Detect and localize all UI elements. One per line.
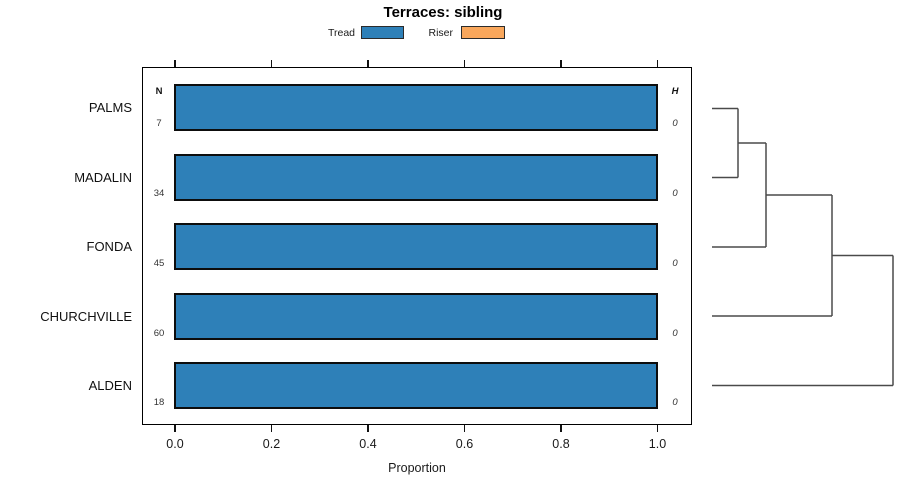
bar: [174, 154, 658, 201]
n-column-header: N: [155, 86, 163, 97]
x-tick-label: 0.4: [359, 437, 377, 451]
x-axis-top-tick: [270, 60, 273, 67]
dendrogram-links: [712, 107, 894, 387]
bar: [174, 223, 658, 270]
h-column-header: H: [671, 86, 679, 97]
category-label-palms: PALMS: [88, 100, 132, 115]
x-axis-tick: [270, 425, 273, 432]
n-value: 7: [156, 118, 162, 129]
x-tick-label: 0.8: [552, 437, 570, 451]
h-value: 0: [672, 118, 678, 129]
n-value: 45: [153, 258, 165, 269]
bar: [174, 84, 658, 131]
category-label-churchville: CHURCHVILLE: [40, 309, 132, 324]
category-label-alden: ALDEN: [88, 378, 132, 393]
category-label-fonda: FONDA: [86, 239, 133, 254]
x-axis-tick: [463, 425, 466, 432]
legend-label-tread: Tread: [327, 27, 355, 39]
dendrogram: [712, 107, 894, 387]
x-axis-label: Proportion: [388, 461, 446, 475]
x-tick-label: 1.0: [648, 437, 667, 451]
x-axis-tick: [367, 425, 369, 432]
n-value: 60: [153, 328, 165, 339]
x-axis-tick: [174, 425, 176, 432]
x-tick-label: 0.6: [455, 437, 474, 451]
n-value: 18: [153, 397, 165, 408]
bar: [174, 362, 658, 409]
h-value: 0: [672, 188, 678, 199]
x-axis-tick: [560, 425, 562, 432]
legend-swatch-tread-icon: [361, 26, 404, 39]
x-tick-label: 0.2: [262, 437, 281, 451]
x-axis-top-tick: [463, 60, 466, 67]
legend-swatch-riser-icon: [461, 26, 505, 39]
x-axis-top-tick: [174, 60, 176, 67]
x-tick-label: 0.0: [166, 437, 184, 451]
h-value: 0: [672, 258, 678, 269]
category-label-madalin: MADALIN: [74, 170, 132, 185]
n-value: 34: [153, 188, 165, 199]
bar: [174, 293, 658, 340]
chart-title: Terraces: sibling: [383, 4, 503, 21]
legend-label-riser: Riser: [428, 27, 453, 39]
h-value: 0: [672, 328, 678, 339]
x-axis-top-tick: [560, 60, 562, 67]
x-axis-top-tick: [656, 60, 659, 67]
x-axis-top-tick: [367, 60, 369, 67]
x-axis-tick: [656, 425, 659, 432]
h-value: 0: [672, 397, 678, 408]
